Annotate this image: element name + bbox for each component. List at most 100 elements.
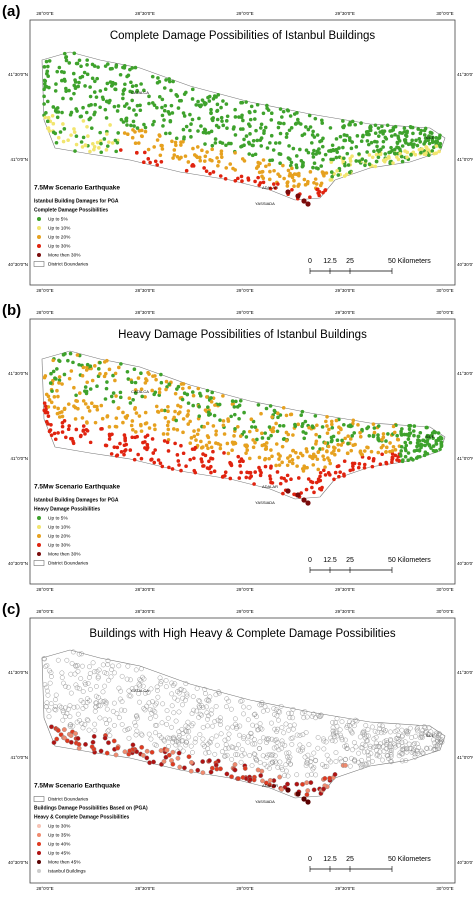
building: [197, 698, 203, 704]
building: [305, 758, 311, 764]
island: [295, 492, 301, 498]
building: [396, 134, 400, 139]
building: [414, 747, 420, 753]
building: [60, 382, 64, 386]
building: [387, 742, 393, 748]
building: [311, 764, 317, 770]
building: [150, 101, 155, 105]
building: [260, 436, 265, 440]
building: [209, 456, 213, 461]
building: [85, 58, 89, 62]
building: [169, 88, 173, 93]
building: [311, 452, 316, 457]
building: [93, 102, 98, 107]
lon-label: 28°0'0"E: [36, 288, 53, 293]
building: [275, 765, 281, 770]
building: [69, 369, 74, 373]
building: [64, 89, 68, 93]
building: [357, 152, 361, 156]
building: [202, 159, 207, 163]
building: [248, 117, 253, 122]
building: [270, 751, 276, 757]
building: [118, 148, 123, 152]
district-label: ADALAR: [262, 185, 278, 190]
building: [274, 463, 278, 468]
building: [342, 138, 346, 143]
building: [68, 739, 74, 745]
building: [82, 70, 87, 75]
panel-label: (b): [2, 302, 21, 319]
building: [113, 82, 118, 86]
building: [177, 463, 181, 467]
building: [239, 115, 244, 120]
building: [163, 104, 168, 108]
building: [111, 700, 117, 706]
building: [56, 135, 61, 140]
building: [241, 704, 246, 710]
building: [59, 675, 65, 680]
building: [232, 434, 236, 438]
building: [385, 753, 391, 759]
building: [81, 424, 86, 428]
building: [232, 125, 236, 129]
building: [381, 729, 387, 735]
building: [85, 718, 91, 724]
building: [423, 729, 428, 735]
building: [287, 144, 291, 148]
building: [49, 433, 54, 437]
building: [177, 745, 183, 751]
building: [247, 777, 253, 782]
legend-swatch: [37, 516, 41, 520]
building: [202, 686, 208, 692]
building: [166, 409, 170, 414]
building: [200, 459, 204, 464]
building: [384, 439, 388, 443]
building: [365, 727, 371, 732]
building: [105, 81, 110, 86]
building: [159, 408, 164, 413]
building: [122, 131, 127, 135]
building: [408, 423, 413, 428]
building: [70, 436, 74, 441]
building: [108, 67, 113, 71]
building: [137, 677, 143, 682]
building: [152, 392, 156, 397]
building: [106, 677, 112, 683]
building: [79, 140, 84, 144]
building: [330, 425, 335, 430]
building: [247, 152, 252, 156]
building: [326, 444, 331, 449]
building: [93, 700, 99, 706]
building: [360, 730, 366, 736]
building: [239, 457, 244, 461]
building: [395, 433, 399, 438]
building: [238, 127, 243, 131]
building: [354, 145, 359, 149]
building: [148, 686, 154, 692]
building: [374, 747, 379, 753]
building: [241, 736, 247, 741]
building: [349, 729, 355, 735]
building: [191, 707, 196, 713]
building: [143, 125, 148, 130]
building: [48, 701, 54, 707]
building: [404, 749, 410, 755]
building: [332, 477, 336, 482]
building: [203, 142, 207, 146]
building: [273, 186, 278, 190]
building: [395, 437, 400, 442]
building: [43, 704, 49, 710]
building: [55, 728, 61, 733]
building: [224, 166, 229, 170]
building: [70, 649, 76, 655]
building: [399, 445, 404, 449]
building: [62, 51, 67, 56]
building: [106, 62, 110, 66]
building: [278, 423, 282, 428]
building: [89, 744, 95, 750]
building: [372, 426, 377, 430]
building: [126, 735, 132, 741]
building: [178, 410, 182, 415]
building: [346, 441, 350, 446]
building: [314, 432, 318, 437]
